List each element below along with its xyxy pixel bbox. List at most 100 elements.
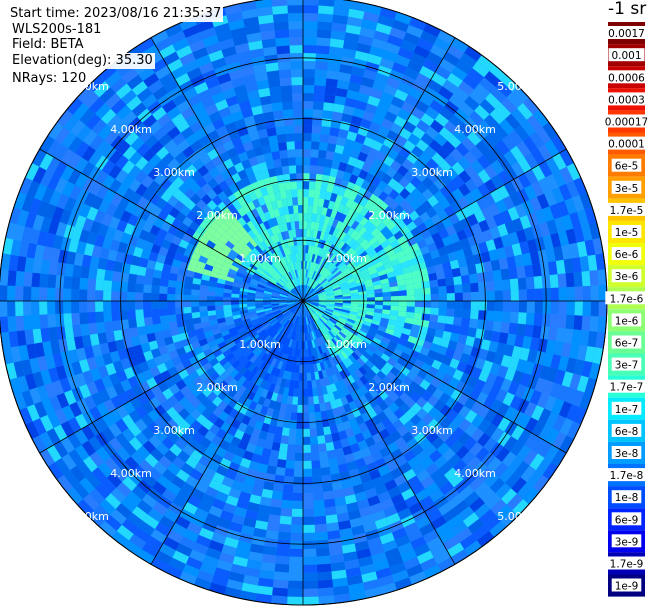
range-gate-cell <box>82 129 98 146</box>
range-gate-cell <box>268 383 276 393</box>
range-gate-cell <box>449 114 464 129</box>
range-gate-cell <box>308 288 314 296</box>
range-gate-cell <box>350 292 359 296</box>
range-gate-cell <box>561 371 574 388</box>
range-gate-cell <box>551 398 565 415</box>
range-gate-cell <box>240 261 250 269</box>
range-gate-cell <box>63 114 80 132</box>
range-gate-cell <box>484 164 498 179</box>
range-gate-cell <box>39 431 54 449</box>
range-gate-cell <box>465 255 476 267</box>
range-gate-cell <box>16 255 27 272</box>
range-gate-cell <box>303 61 316 70</box>
range-gate-cell <box>124 131 139 146</box>
range-gate-cell <box>148 396 161 410</box>
range-gate-cell <box>341 478 353 489</box>
range-gate-cell <box>441 217 453 229</box>
range-gate-cell <box>253 273 262 280</box>
range-gate-cell <box>503 436 518 452</box>
range-gate-cell <box>215 257 225 266</box>
range-gate-cell <box>257 313 266 319</box>
range-gate-cell <box>21 359 33 376</box>
range-gate-cell <box>294 141 303 150</box>
range-gate-cell <box>561 214 574 231</box>
range-gate-cell <box>409 263 419 272</box>
range-gate-cell <box>242 388 251 398</box>
range-gate-cell <box>448 377 460 389</box>
range-gate-cell <box>404 182 417 194</box>
range-gate-cell <box>483 193 496 207</box>
range-gate-cell <box>403 322 413 330</box>
range-gate-cell <box>207 310 217 316</box>
range-gate-cell <box>294 372 300 381</box>
range-gate-cell <box>388 391 400 403</box>
range-gate-cell <box>312 322 318 331</box>
range-gate-cell <box>326 304 335 308</box>
range-gate-cell <box>433 550 451 565</box>
range-gate-cell <box>345 567 362 578</box>
range-gate-cell <box>280 240 286 249</box>
range-gate-cell <box>544 445 560 463</box>
range-gate-cell <box>334 270 342 278</box>
range-gate-cell <box>268 135 278 145</box>
range-gate-cell <box>138 361 150 373</box>
range-gate-cell <box>97 124 113 140</box>
range-gate-cell <box>368 214 378 224</box>
range-gate-cell <box>303 299 311 301</box>
range-gate-cell <box>514 460 530 478</box>
range-gate-cell <box>128 165 142 179</box>
range-gate-cell <box>304 324 307 333</box>
range-gate-cell <box>227 193 238 204</box>
range-gate-cell <box>271 595 288 605</box>
range-gate-cell <box>131 506 148 522</box>
range-gate-cell <box>337 128 349 139</box>
range-gate-cell <box>291 323 296 332</box>
range-gate-cell <box>39 273 49 288</box>
range-gate-cell <box>83 192 97 207</box>
range-gate-cell <box>324 342 331 351</box>
range-gate-cell <box>389 27 407 40</box>
range-gate-cell <box>325 78 338 88</box>
range-gate-cell <box>304 277 307 286</box>
range-gate-cell <box>327 217 335 227</box>
range-gate-cell <box>207 296 216 301</box>
range-gate-cell <box>322 110 333 120</box>
range-gate-cell <box>341 113 353 124</box>
range-gate-cell <box>374 296 383 301</box>
range-gate-cell <box>403 522 420 535</box>
range-gate-cell <box>154 159 168 173</box>
range-gate-cell <box>257 242 266 252</box>
range-gate-cell <box>105 259 116 271</box>
range-gate-cell <box>163 51 180 66</box>
range-gate-cell <box>411 324 421 333</box>
range-gate-cell <box>314 411 322 421</box>
range-gate-cell <box>215 353 226 363</box>
range-gate-cell <box>303 261 306 269</box>
range-gate-cell <box>115 503 132 519</box>
range-gate-cell <box>223 217 234 228</box>
range-gate-cell <box>372 80 387 92</box>
range-gate-cell <box>238 366 248 376</box>
range-gate-cell <box>295 286 300 294</box>
range-gate-cell <box>522 336 533 350</box>
range-gate-cell <box>51 380 64 396</box>
range-gate-cell <box>36 200 50 217</box>
range-gate-cell <box>48 261 59 276</box>
range-gate-cell <box>452 350 463 362</box>
range-gate-cell <box>310 302 319 306</box>
range-gate-cell <box>299 237 303 246</box>
range-gate-cell <box>274 426 283 436</box>
range-gate-cell <box>282 109 294 118</box>
range-gate-cell <box>356 315 365 321</box>
range-gate-cell <box>556 200 570 217</box>
range-gate-cell <box>251 105 264 116</box>
range-gate-cell <box>9 377 22 395</box>
range-gate-cell <box>278 141 288 151</box>
range-gate-cell <box>273 482 284 492</box>
range-gate-cell <box>185 113 199 127</box>
range-gate-cell <box>308 189 315 198</box>
range-gate-cell <box>251 275 261 282</box>
range-gate-cell <box>490 399 503 413</box>
range-gate-cell <box>212 118 225 130</box>
range-gate-cell <box>151 308 160 317</box>
